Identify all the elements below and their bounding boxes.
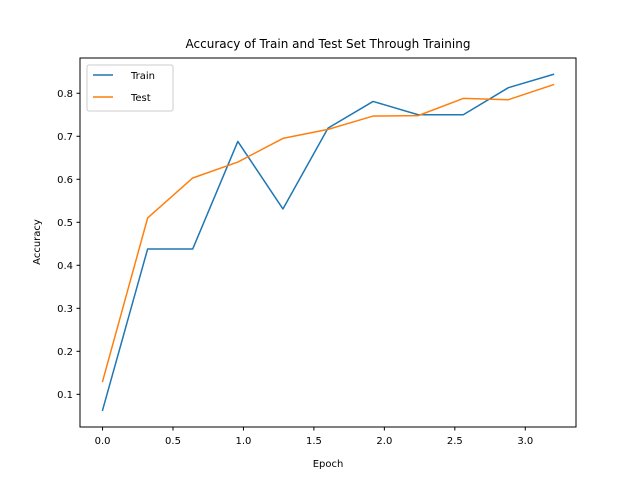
legend: Train Test [86, 64, 174, 112]
x-tick-label: 1.5 [306, 436, 322, 447]
series-line-train [101, 73, 555, 412]
plot-area-frame [79, 57, 577, 428]
x-tick-label: 1.0 [236, 436, 252, 447]
x-tick-label: 3.0 [517, 436, 533, 447]
x-tick-label: 2.5 [447, 436, 463, 447]
legend-label-train: Train [130, 71, 155, 82]
legend-label-test: Test [130, 93, 151, 104]
x-tick-label: 0.5 [165, 436, 181, 447]
series-line-test [101, 83, 555, 383]
series-layer [101, 73, 555, 412]
y-tick-label: 0.8 [57, 89, 73, 100]
y-tick-label: 0.7 [57, 132, 73, 143]
y-tick-label: 0.6 [57, 175, 73, 186]
y-tick-label: 0.1 [57, 390, 73, 401]
y-tick-label: 0.2 [57, 347, 73, 358]
x-axis-label: Epoch [313, 459, 344, 470]
y-tick-label: 0.4 [57, 261, 73, 272]
y-tick-label: 0.3 [57, 304, 73, 315]
x-tick-label: 0.0 [95, 436, 111, 447]
y-axis-label: Accuracy [32, 219, 43, 265]
legend-box [86, 64, 174, 112]
chart-title: Accuracy of Train and Test Set Through T… [186, 37, 471, 51]
x-tick-label: 2.0 [376, 436, 392, 447]
y-tick-label: 0.5 [57, 218, 73, 229]
ticks-layer: 0.0 0.5 1.0 1.5 2.0 2.5 3.0 0.1 0.2 0.3 0.4 0.5 0.6 0… [57, 89, 533, 447]
